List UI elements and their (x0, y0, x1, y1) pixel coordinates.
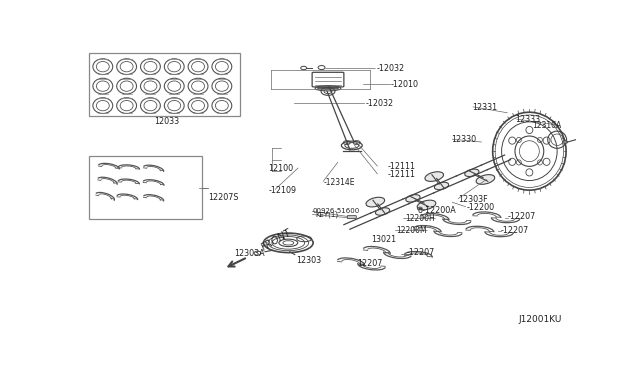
Ellipse shape (435, 182, 449, 190)
Bar (89, 53, 240, 116)
Ellipse shape (366, 197, 385, 207)
Text: 12331: 12331 (472, 103, 497, 112)
Text: o-12200A: o-12200A (417, 206, 456, 215)
Text: -12111: -12111 (388, 162, 415, 171)
Text: 12303A: 12303A (234, 248, 264, 258)
Text: -12032: -12032 (376, 64, 404, 73)
Text: -12032: -12032 (365, 99, 394, 108)
Text: 13021: 13021 (372, 235, 397, 244)
Text: -12207: -12207 (508, 212, 536, 221)
Text: -12200: -12200 (467, 203, 495, 212)
Text: 12303F: 12303F (458, 195, 488, 204)
Text: 12200M: 12200M (396, 226, 427, 235)
Text: -12109: -12109 (269, 186, 296, 195)
Text: 12033: 12033 (154, 117, 179, 126)
Text: 12100: 12100 (269, 164, 294, 173)
Circle shape (417, 207, 422, 210)
Ellipse shape (465, 169, 479, 177)
Text: -12111: -12111 (388, 170, 415, 179)
Text: 12333: 12333 (515, 115, 541, 124)
Text: 00926-51600: 00926-51600 (312, 208, 360, 214)
Text: -12314E: -12314E (324, 178, 356, 187)
Text: 12303: 12303 (296, 256, 321, 264)
Ellipse shape (476, 174, 495, 184)
Text: -12207: -12207 (406, 248, 435, 257)
Bar (89, 156, 202, 218)
Ellipse shape (376, 208, 390, 215)
Text: KEY(1): KEY(1) (316, 212, 339, 218)
Ellipse shape (417, 200, 436, 210)
Text: J12001KU: J12001KU (519, 315, 563, 324)
Text: FRONT: FRONT (260, 228, 293, 253)
Ellipse shape (425, 172, 444, 182)
FancyBboxPatch shape (348, 216, 356, 218)
Text: 12330: 12330 (451, 135, 476, 144)
Text: -12207: -12207 (500, 226, 529, 235)
Text: 12310A: 12310A (532, 121, 562, 130)
Text: -12010: -12010 (391, 80, 419, 89)
Circle shape (563, 141, 568, 144)
Text: 12207: 12207 (356, 259, 382, 268)
Text: 12207S: 12207S (208, 193, 239, 202)
Text: 12200H: 12200H (405, 214, 435, 223)
Ellipse shape (406, 195, 420, 202)
